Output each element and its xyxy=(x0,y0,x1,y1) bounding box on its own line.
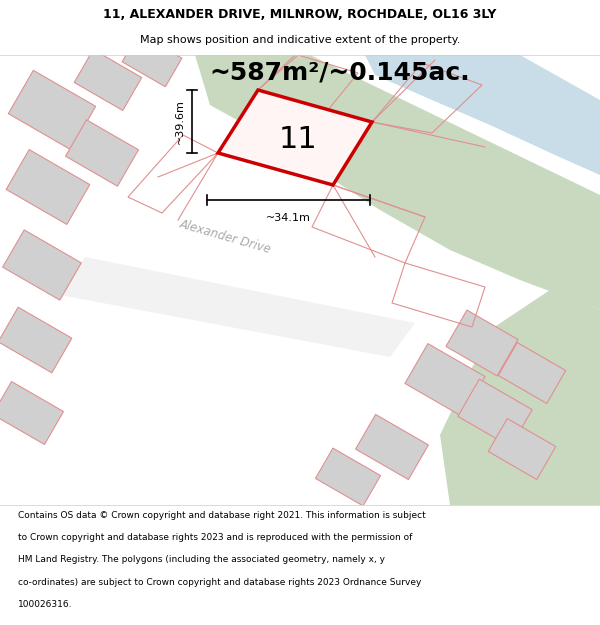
Polygon shape xyxy=(405,344,485,416)
Polygon shape xyxy=(316,448,380,506)
Polygon shape xyxy=(60,257,415,357)
Polygon shape xyxy=(356,414,428,479)
Text: 11: 11 xyxy=(278,126,317,154)
Text: 100026316.: 100026316. xyxy=(18,600,73,609)
Text: ~39.6m: ~39.6m xyxy=(175,99,185,144)
Text: ~34.1m: ~34.1m xyxy=(266,213,311,223)
Polygon shape xyxy=(65,120,139,186)
Text: to Crown copyright and database rights 2023 and is reproduced with the permissio: to Crown copyright and database rights 2… xyxy=(18,533,412,542)
Text: ~587m²/~0.145ac.: ~587m²/~0.145ac. xyxy=(209,61,470,85)
Polygon shape xyxy=(2,230,82,300)
Polygon shape xyxy=(446,310,518,376)
Text: Alexander Drive: Alexander Drive xyxy=(178,217,272,256)
Polygon shape xyxy=(74,49,142,111)
Text: HM Land Registry. The polygons (including the associated geometry, namely x, y: HM Land Registry. The polygons (includin… xyxy=(18,556,385,564)
Polygon shape xyxy=(0,307,72,373)
Polygon shape xyxy=(6,149,90,224)
Polygon shape xyxy=(488,419,556,479)
Polygon shape xyxy=(498,342,566,404)
Polygon shape xyxy=(122,33,182,87)
Text: 11, ALEXANDER DRIVE, MILNROW, ROCHDALE, OL16 3LY: 11, ALEXANDER DRIVE, MILNROW, ROCHDALE, … xyxy=(103,8,497,21)
Polygon shape xyxy=(365,55,600,175)
Polygon shape xyxy=(195,55,600,310)
Polygon shape xyxy=(8,71,95,149)
Text: co-ordinates) are subject to Crown copyright and database rights 2023 Ordnance S: co-ordinates) are subject to Crown copyr… xyxy=(18,578,421,587)
Polygon shape xyxy=(0,381,64,444)
Polygon shape xyxy=(218,90,372,185)
Polygon shape xyxy=(458,379,532,447)
Polygon shape xyxy=(0,55,600,505)
Text: Contains OS data © Crown copyright and database right 2021. This information is : Contains OS data © Crown copyright and d… xyxy=(18,511,426,520)
Polygon shape xyxy=(440,290,600,505)
Text: Map shows position and indicative extent of the property.: Map shows position and indicative extent… xyxy=(140,35,460,45)
